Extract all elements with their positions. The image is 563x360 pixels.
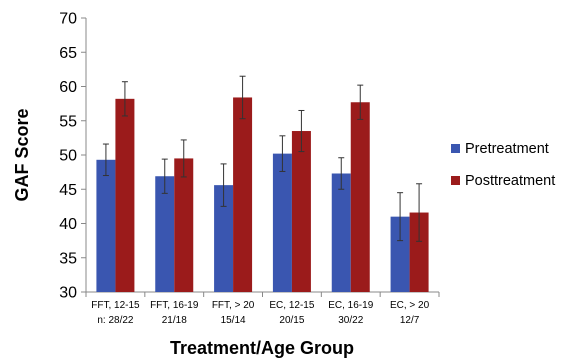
x-tick-label: FFT, 12-15 <box>91 300 140 311</box>
bars <box>96 75 429 293</box>
bar-pretreatment <box>331 173 351 292</box>
y-tick-label: 70 <box>59 11 77 28</box>
bar-posttreatment <box>409 212 429 292</box>
x-tick-label: FFT, > 20 <box>212 300 255 311</box>
y-tick-label: 60 <box>59 79 77 96</box>
axes: 30 35 40 45 50 55 60 65 70 <box>59 11 440 302</box>
x-tick-sublabel: 30/22 <box>338 315 363 326</box>
y-tick-label: 50 <box>59 148 77 165</box>
bar-pretreatment <box>272 153 292 292</box>
x-tick-label: EC, 12-15 <box>269 300 314 311</box>
labels: FFT, 12-15 n: 28/22 FFT, 16-19 21/18 FFT, > … <box>91 300 429 326</box>
bar-posttreatment <box>291 131 311 292</box>
x-tick-label: FFT, 16-19 <box>150 300 199 311</box>
x-tick-label: EC, 16-19 <box>328 300 373 311</box>
bar-pretreatment <box>155 176 175 292</box>
legend-label: Posttreatment <box>465 173 555 189</box>
y-tick-label: 35 <box>59 250 77 267</box>
x-tick-sublabel: 21/18 <box>162 315 187 326</box>
legend-swatch <box>451 144 460 153</box>
x-tick-sublabel: 12/7 <box>400 315 420 326</box>
bar-pretreatment <box>390 216 410 292</box>
bar-pretreatment <box>214 185 234 292</box>
y-tick-label: 40 <box>59 216 77 233</box>
y-axis-title: GAF Score <box>12 108 32 201</box>
x-axis-title: Treatment/Age Group <box>170 338 354 358</box>
bar-posttreatment <box>350 102 370 292</box>
y-tick-label: 45 <box>59 182 77 199</box>
legend: Pretreatment Posttreatment <box>451 141 555 189</box>
x-tick-sublabel: n: 28/22 <box>97 315 134 326</box>
x-tick-sublabel: 15/14 <box>221 315 246 326</box>
y-tick-label: 65 <box>59 45 77 62</box>
legend-label: Pretreatment <box>465 141 549 157</box>
legend-swatch <box>451 176 460 185</box>
x-tick-label: EC, > 20 <box>390 300 430 311</box>
bar-posttreatment <box>174 158 194 292</box>
x-tick-sublabel: 20/15 <box>279 315 304 326</box>
bar-posttreatment <box>115 98 135 292</box>
bar-posttreatment <box>233 97 253 293</box>
y-tick-label: 30 <box>59 285 77 302</box>
y-tick-label: 55 <box>59 113 77 130</box>
bar-pretreatment <box>96 159 116 292</box>
